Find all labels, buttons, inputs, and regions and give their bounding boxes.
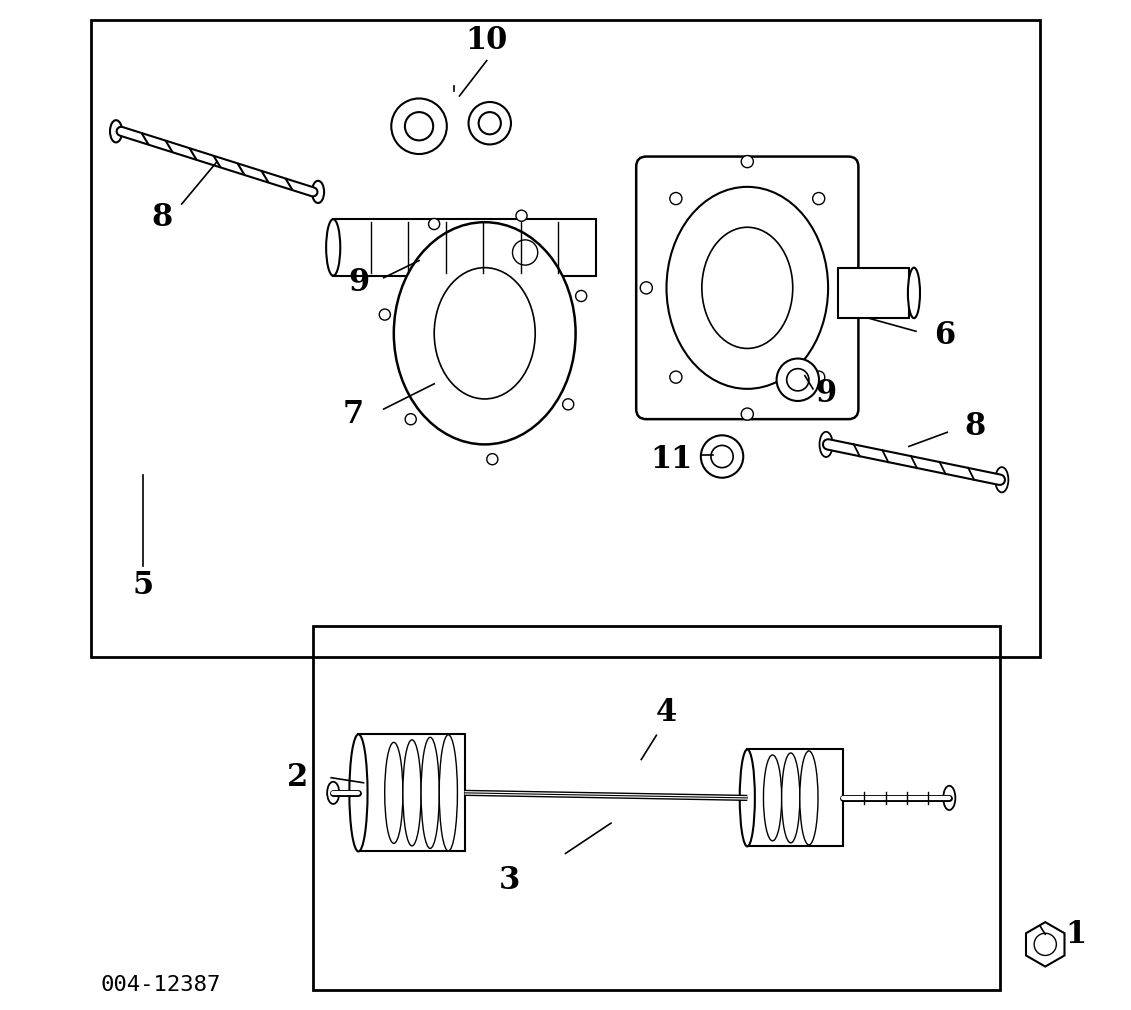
Ellipse shape: [403, 739, 421, 846]
Ellipse shape: [701, 435, 743, 478]
Ellipse shape: [640, 282, 653, 294]
Ellipse shape: [349, 734, 368, 851]
Ellipse shape: [740, 749, 754, 846]
Text: 7: 7: [343, 399, 364, 429]
Ellipse shape: [670, 193, 682, 205]
Ellipse shape: [516, 210, 527, 221]
Ellipse shape: [787, 369, 809, 391]
Polygon shape: [1026, 922, 1064, 967]
Ellipse shape: [486, 453, 498, 465]
Text: 8: 8: [150, 202, 172, 232]
Ellipse shape: [421, 737, 439, 848]
Ellipse shape: [327, 782, 339, 804]
FancyBboxPatch shape: [637, 157, 858, 419]
Ellipse shape: [391, 98, 447, 154]
Ellipse shape: [666, 187, 828, 389]
Ellipse shape: [670, 371, 682, 383]
Ellipse shape: [468, 102, 511, 144]
Ellipse shape: [711, 445, 733, 468]
Ellipse shape: [478, 112, 501, 134]
Text: 6: 6: [934, 320, 955, 350]
Ellipse shape: [576, 291, 587, 302]
Ellipse shape: [439, 735, 457, 850]
Text: 9: 9: [815, 379, 837, 409]
Ellipse shape: [702, 227, 793, 348]
Ellipse shape: [908, 268, 920, 318]
Ellipse shape: [995, 467, 1009, 493]
Polygon shape: [359, 734, 465, 851]
Ellipse shape: [943, 786, 956, 810]
Text: 3: 3: [499, 866, 520, 896]
Text: 8: 8: [964, 411, 985, 441]
Ellipse shape: [813, 371, 824, 383]
Polygon shape: [838, 268, 909, 318]
Text: 004-12387: 004-12387: [101, 975, 222, 995]
Ellipse shape: [434, 268, 535, 399]
Ellipse shape: [429, 218, 440, 229]
Text: 1: 1: [1065, 919, 1086, 949]
Ellipse shape: [741, 408, 753, 420]
Ellipse shape: [405, 112, 433, 140]
Text: 5: 5: [132, 571, 154, 601]
Ellipse shape: [394, 222, 576, 444]
Ellipse shape: [741, 156, 753, 168]
Ellipse shape: [763, 755, 782, 840]
Ellipse shape: [820, 432, 832, 457]
Ellipse shape: [110, 120, 122, 142]
Ellipse shape: [1034, 933, 1056, 955]
Text: 9: 9: [348, 268, 369, 298]
Polygon shape: [748, 749, 844, 846]
Ellipse shape: [512, 240, 537, 265]
Ellipse shape: [379, 309, 390, 320]
Polygon shape: [334, 219, 596, 276]
Ellipse shape: [800, 751, 818, 844]
Ellipse shape: [813, 193, 824, 205]
Ellipse shape: [562, 399, 573, 410]
Ellipse shape: [312, 181, 325, 203]
Text: 11: 11: [650, 444, 692, 475]
Ellipse shape: [843, 282, 854, 294]
Text: 10: 10: [466, 25, 508, 56]
Text: 4: 4: [656, 697, 677, 727]
Ellipse shape: [777, 359, 819, 401]
Ellipse shape: [326, 219, 340, 276]
Ellipse shape: [405, 414, 416, 425]
Text: 2: 2: [287, 763, 309, 793]
Ellipse shape: [782, 753, 800, 842]
Ellipse shape: [385, 742, 403, 843]
